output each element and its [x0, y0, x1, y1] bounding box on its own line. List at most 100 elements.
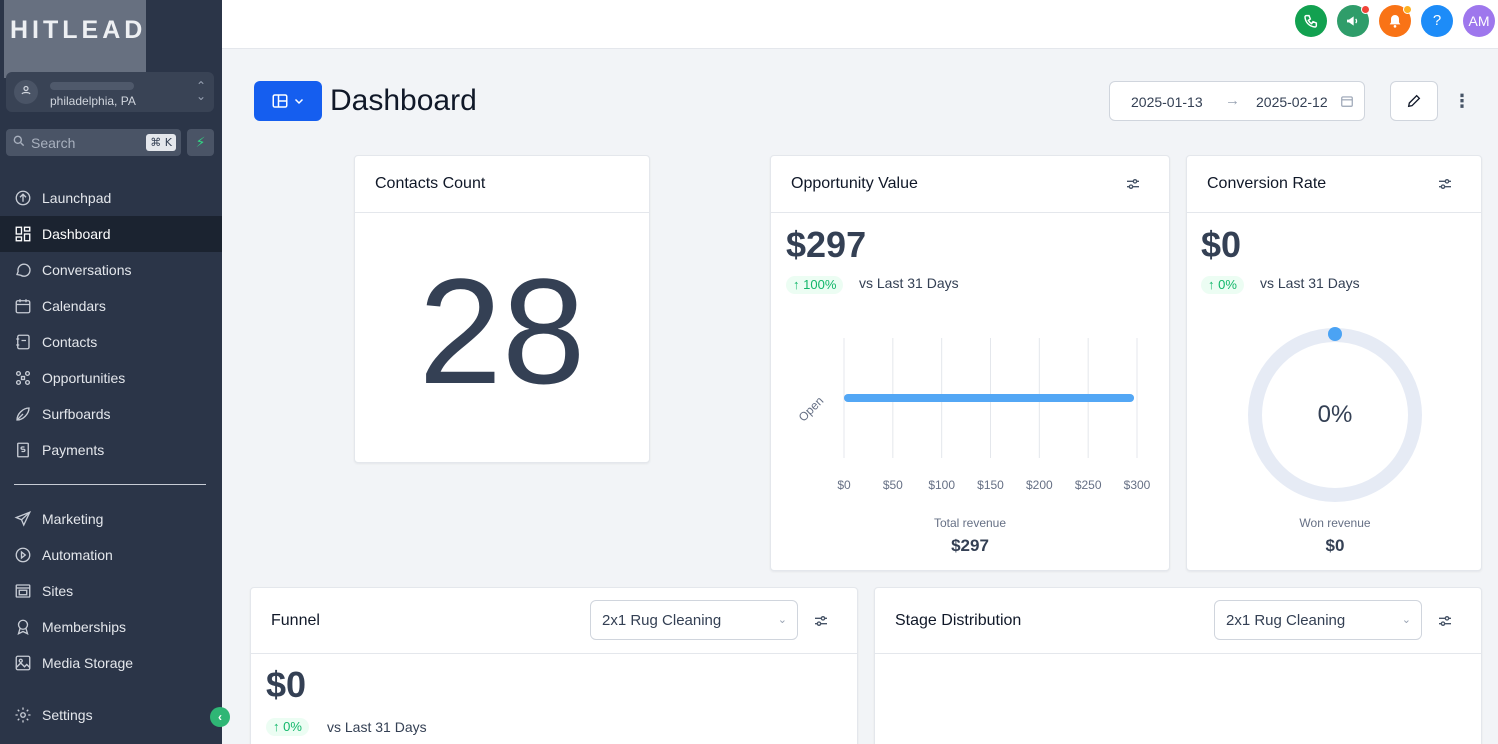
- change-value: 0%: [1218, 277, 1237, 292]
- notifications-button[interactable]: [1379, 5, 1412, 37]
- y-category-label: Open: [796, 394, 827, 425]
- sidebar-item-label: Sites: [42, 583, 74, 599]
- sidebar-item-surfboards[interactable]: Surfboards: [0, 396, 222, 432]
- pipeline-select[interactable]: 2x1 Rug Cleaning ⌄: [1214, 600, 1422, 640]
- contacts-count-card: Contacts Count 28: [354, 155, 650, 463]
- x-tick-label: $300: [1124, 478, 1151, 492]
- opportunity-bar-chart: $0 $50 $100 $150 $200 $250 $300 Open: [796, 338, 1151, 492]
- sidebar-item-label: Contacts: [42, 334, 98, 350]
- sidebar: HITLEAD philadelphia, PA ⌃ ⌄ Search ⌘ K ⚡…: [0, 0, 230, 744]
- unread-dot: [1361, 5, 1370, 14]
- kebab-icon: ⋮: [1453, 91, 1471, 111]
- phone-button[interactable]: [1295, 5, 1327, 37]
- pencil-icon: [1407, 94, 1421, 108]
- quick-actions-button[interactable]: ⚡: [187, 129, 214, 156]
- bell-icon: [1389, 15, 1401, 28]
- change-badge: ↑ 0%: [266, 718, 309, 736]
- collapse-sidebar-button[interactable]: ‹: [210, 707, 230, 727]
- x-tick-label: $200: [1026, 478, 1053, 492]
- filter-icon[interactable]: [1437, 613, 1453, 629]
- filter-icon[interactable]: [1437, 176, 1453, 192]
- sidebar-item-label: Opportunities: [42, 370, 126, 386]
- sidebar-item-settings[interactable]: Settings: [0, 697, 222, 733]
- opportunity-value: $297: [786, 224, 867, 265]
- conversion-value: $0: [1201, 224, 1242, 265]
- location-switcher[interactable]: philadelphia, PA ⌃ ⌄: [6, 72, 214, 112]
- sidebar-item-label: Settings: [42, 707, 93, 723]
- opportunity-value-card: Opportunity Value $297 ↑ 100% vs Last 31…: [770, 155, 1170, 571]
- search-placeholder: Search: [31, 135, 76, 151]
- arrow-right-icon: →: [1225, 92, 1240, 109]
- x-tick-label: $250: [1075, 478, 1102, 492]
- sidebar-item-calendars[interactable]: Calendars: [0, 288, 222, 324]
- change-value: 100%: [803, 277, 837, 292]
- sidebar-item-label: Surfboards: [42, 406, 111, 422]
- chevron-down-icon: [294, 98, 304, 105]
- filter-icon[interactable]: [813, 613, 829, 629]
- payments-icon: [14, 441, 32, 459]
- won-revenue-value: $0: [1325, 536, 1345, 555]
- card-header: Funnel 2x1 Rug Cleaning ⌄: [251, 588, 857, 654]
- sidebar-item-label: Memberships: [42, 619, 127, 635]
- opportunities-icon: [14, 369, 32, 387]
- calendar-icon: [1341, 96, 1353, 107]
- more-options-button[interactable]: ⋮: [1452, 90, 1472, 112]
- sidebar-item-automation[interactable]: Automation: [0, 537, 222, 573]
- sidebar-item-dashboard[interactable]: Dashboard: [0, 216, 222, 252]
- sidebar-item-marketing[interactable]: Marketing: [0, 501, 222, 537]
- change-badge: ↑ 0%: [1201, 276, 1244, 294]
- sidebar-item-contacts[interactable]: Contacts: [0, 324, 222, 360]
- change-badge: ↑ 100%: [786, 276, 844, 294]
- sidebar-item-label: Automation: [42, 547, 113, 563]
- sidebar-item-sites[interactable]: Sites: [0, 573, 222, 609]
- search-shortcut-badge: ⌘ K: [146, 134, 176, 151]
- sidebar-item-memberships[interactable]: Memberships: [0, 609, 222, 645]
- card-header: Opportunity Value: [771, 156, 1169, 213]
- date-end: 2025-02-12: [1256, 94, 1328, 110]
- surfboard-icon: [14, 405, 32, 423]
- card-title: Funnel: [271, 612, 320, 629]
- pipeline-select-value: 2x1 Rug Cleaning: [1226, 612, 1346, 629]
- avatar-initials: AM: [1468, 13, 1490, 29]
- x-tick-label: $0: [837, 478, 851, 492]
- location-name-redacted: [50, 82, 134, 90]
- chevron-updown-icon: ⌃ ⌄: [195, 79, 206, 103]
- gear-icon: [14, 706, 32, 724]
- send-icon: [14, 510, 32, 528]
- help-button[interactable]: ?: [1421, 5, 1453, 37]
- notification-dot: [1403, 5, 1412, 14]
- donut-center-label: 0%: [1317, 401, 1353, 428]
- funnel-value: $0: [266, 664, 307, 705]
- pipeline-select-value: 2x1 Rug Cleaning: [602, 612, 722, 629]
- card-header: Conversion Rate: [1187, 156, 1481, 213]
- edit-dashboard-button[interactable]: [1390, 81, 1438, 121]
- sidebar-item-launchpad[interactable]: Launchpad: [0, 180, 222, 216]
- sidebar-item-label: Calendars: [42, 298, 106, 314]
- sidebar-item-opportunities[interactable]: Opportunities: [0, 360, 222, 396]
- card-title: Contacts Count: [375, 175, 486, 192]
- announcements-button[interactable]: [1337, 5, 1370, 37]
- chat-icon: [14, 261, 32, 279]
- chevron-down-icon: ⌄: [1401, 614, 1411, 626]
- calendar-icon: [14, 297, 32, 315]
- donut-progress-marker: [1328, 327, 1342, 341]
- chevron-down-icon: ⌄: [777, 614, 787, 626]
- compare-label: vs Last 31 Days: [1260, 275, 1360, 291]
- sidebar-item-media-storage[interactable]: Media Storage: [0, 645, 222, 681]
- user-avatar[interactable]: AM: [1463, 5, 1495, 37]
- automation-icon: [14, 546, 32, 564]
- filter-icon[interactable]: [1125, 176, 1141, 192]
- dashboard-switcher-button[interactable]: [254, 81, 322, 121]
- pipeline-select[interactable]: 2x1 Rug Cleaning ⌄: [590, 600, 798, 640]
- brand-logo[interactable]: HITLEAD: [4, 0, 146, 78]
- date-range-picker[interactable]: 2025-01-13 → 2025-02-12: [1109, 81, 1365, 121]
- contacts-icon: [14, 333, 32, 351]
- contacts-count-value: 28: [418, 247, 586, 415]
- topbar: ? AM: [222, 0, 1498, 49]
- search-input[interactable]: Search ⌘ K: [6, 129, 181, 156]
- sidebar-item-conversations[interactable]: Conversations: [0, 252, 222, 288]
- won-revenue-label: Won revenue: [1299, 516, 1371, 530]
- funnel-card: Funnel 2x1 Rug Cleaning ⌄ $0 ↑ 0% vs Las…: [250, 587, 858, 744]
- card-title: Conversion Rate: [1207, 175, 1327, 192]
- sidebar-item-payments[interactable]: Payments: [0, 432, 222, 468]
